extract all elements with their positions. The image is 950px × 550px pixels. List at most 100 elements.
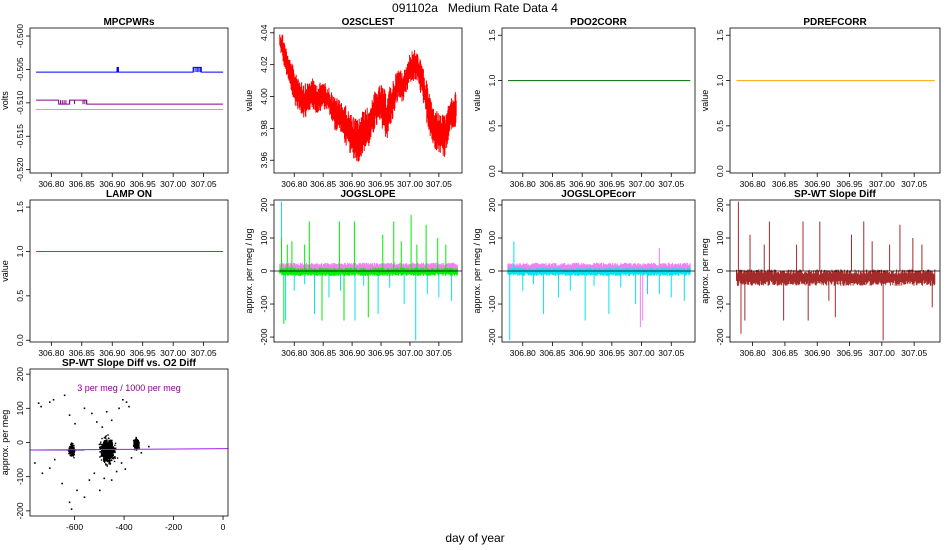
scatter-point bbox=[73, 452, 75, 454]
scatter-point bbox=[69, 449, 71, 452]
scatter-point bbox=[68, 501, 71, 504]
scatter-point bbox=[135, 445, 137, 447]
scatter-point bbox=[71, 446, 73, 448]
panel-pdo2corr: PDO2CORR value 306.80 306.85 306.90 306.95 307… bbox=[472, 17, 696, 189]
scatter-point bbox=[104, 449, 106, 451]
scatter-point bbox=[137, 441, 139, 444]
scatter-point bbox=[106, 453, 108, 455]
scatter-point bbox=[88, 479, 91, 481]
x-tick-label: 307.05 bbox=[426, 348, 452, 358]
y-tick-label: 0.0 bbox=[487, 165, 497, 177]
scatter-point bbox=[104, 460, 106, 463]
x-tick-label: 0 bbox=[221, 522, 226, 532]
y-axis-label: approx. per meg / log bbox=[472, 228, 482, 313]
scatter-point bbox=[128, 405, 130, 408]
scatter-point bbox=[111, 446, 114, 448]
scatter-point bbox=[109, 445, 111, 448]
scatter-point bbox=[111, 444, 113, 446]
scatter-point bbox=[111, 456, 113, 459]
x-tick-label: 307.05 bbox=[191, 179, 217, 189]
scatter-point bbox=[107, 460, 109, 462]
scatter-point bbox=[111, 450, 113, 452]
scatter-point bbox=[148, 445, 150, 448]
scatter-point bbox=[98, 446, 101, 448]
scatter-point bbox=[109, 463, 111, 465]
scatter-point bbox=[103, 437, 106, 439]
scatter-point bbox=[105, 450, 108, 453]
scatter-point bbox=[73, 451, 76, 453]
scatter-point bbox=[118, 407, 120, 410]
plot-frame bbox=[273, 27, 463, 174]
scatter-point bbox=[100, 441, 102, 443]
scatter-point bbox=[108, 445, 110, 447]
scatter-point bbox=[103, 477, 106, 480]
scatter-point bbox=[91, 412, 93, 415]
scatter-point bbox=[103, 446, 105, 448]
scatter-point bbox=[110, 449, 112, 451]
x-tick-label: 306.95 bbox=[368, 179, 394, 189]
y-axis-label: value bbox=[244, 90, 254, 112]
scatter-point bbox=[100, 446, 103, 449]
y-axis-label: approx. per meg / log bbox=[244, 228, 254, 313]
x-tick-label: 306.80 bbox=[740, 179, 766, 189]
x-tick-label: 307.00 bbox=[629, 179, 655, 189]
scatter-point bbox=[114, 442, 117, 445]
scatter-point bbox=[108, 463, 110, 465]
scatter-point bbox=[108, 448, 110, 450]
scatter-point bbox=[105, 457, 108, 459]
panel-title: SP-WT Slope Diff vs. O2 Diff bbox=[62, 358, 197, 369]
scatter-point bbox=[101, 455, 104, 457]
y-axis-label: approx. per meg bbox=[0, 410, 10, 476]
scatter-point bbox=[114, 457, 116, 459]
scatter-point bbox=[68, 452, 70, 455]
scatter-point bbox=[104, 451, 107, 453]
scatter-point bbox=[105, 463, 107, 465]
scatter-point bbox=[108, 458, 111, 460]
scatter-point bbox=[108, 454, 111, 457]
scatter-point bbox=[71, 449, 74, 451]
scatter-point bbox=[99, 456, 101, 458]
plot-area bbox=[30, 394, 228, 510]
scatter-point bbox=[103, 451, 105, 454]
scatter-point bbox=[106, 460, 109, 463]
x-tick-label: 306.90 bbox=[339, 348, 365, 358]
panel-jogslope: JOGSLOPE approx. per meg / log 306.80 306.8… bbox=[244, 189, 463, 358]
scatter-point bbox=[111, 440, 113, 443]
plot-frame bbox=[273, 199, 463, 343]
y-tick-label: 100 bbox=[15, 401, 25, 415]
scatter-point bbox=[99, 451, 101, 453]
y-tick-label: -100 bbox=[15, 468, 25, 485]
scatter-point bbox=[109, 444, 112, 446]
panel-title: PDREFCORR bbox=[803, 17, 867, 28]
panel-spwtslope: SP-WT Slope Diff approx. per meg 306.80 306… bbox=[700, 189, 941, 358]
scatter-point bbox=[99, 448, 102, 450]
scatter-point bbox=[134, 443, 136, 445]
scatter-point bbox=[102, 449, 104, 452]
scatter-point bbox=[100, 454, 103, 456]
scatter-point bbox=[107, 451, 109, 453]
panel-title: JOGSLOPE bbox=[340, 189, 395, 200]
scatter-point bbox=[104, 445, 106, 448]
scatter-point bbox=[105, 445, 108, 448]
x-tick-label: 306.95 bbox=[599, 348, 625, 358]
scatter-point bbox=[96, 421, 98, 423]
y-tick-label: 1.5 bbox=[15, 201, 25, 213]
x-tick-label: 307.05 bbox=[901, 179, 927, 189]
scatter-point bbox=[108, 452, 111, 455]
scatter-point bbox=[110, 442, 112, 444]
scatter-point bbox=[105, 442, 107, 444]
y-tick-label: -200 bbox=[487, 328, 497, 345]
scatter-point bbox=[104, 447, 107, 450]
y-tick-label: -0.500 bbox=[15, 24, 25, 48]
scatter-point bbox=[107, 452, 109, 455]
y-tick-label: -0.520 bbox=[15, 157, 25, 181]
scatter-point bbox=[130, 457, 133, 459]
y-tick-label: 200 bbox=[487, 198, 497, 212]
y-tick-label: 200 bbox=[15, 367, 25, 381]
scatter-point bbox=[104, 457, 106, 459]
scatter-point bbox=[103, 460, 105, 463]
y-tick-label: 100 bbox=[715, 231, 725, 245]
scatter-point bbox=[103, 440, 106, 442]
scatter-point bbox=[70, 508, 73, 510]
y-axis-label: value bbox=[700, 90, 710, 112]
